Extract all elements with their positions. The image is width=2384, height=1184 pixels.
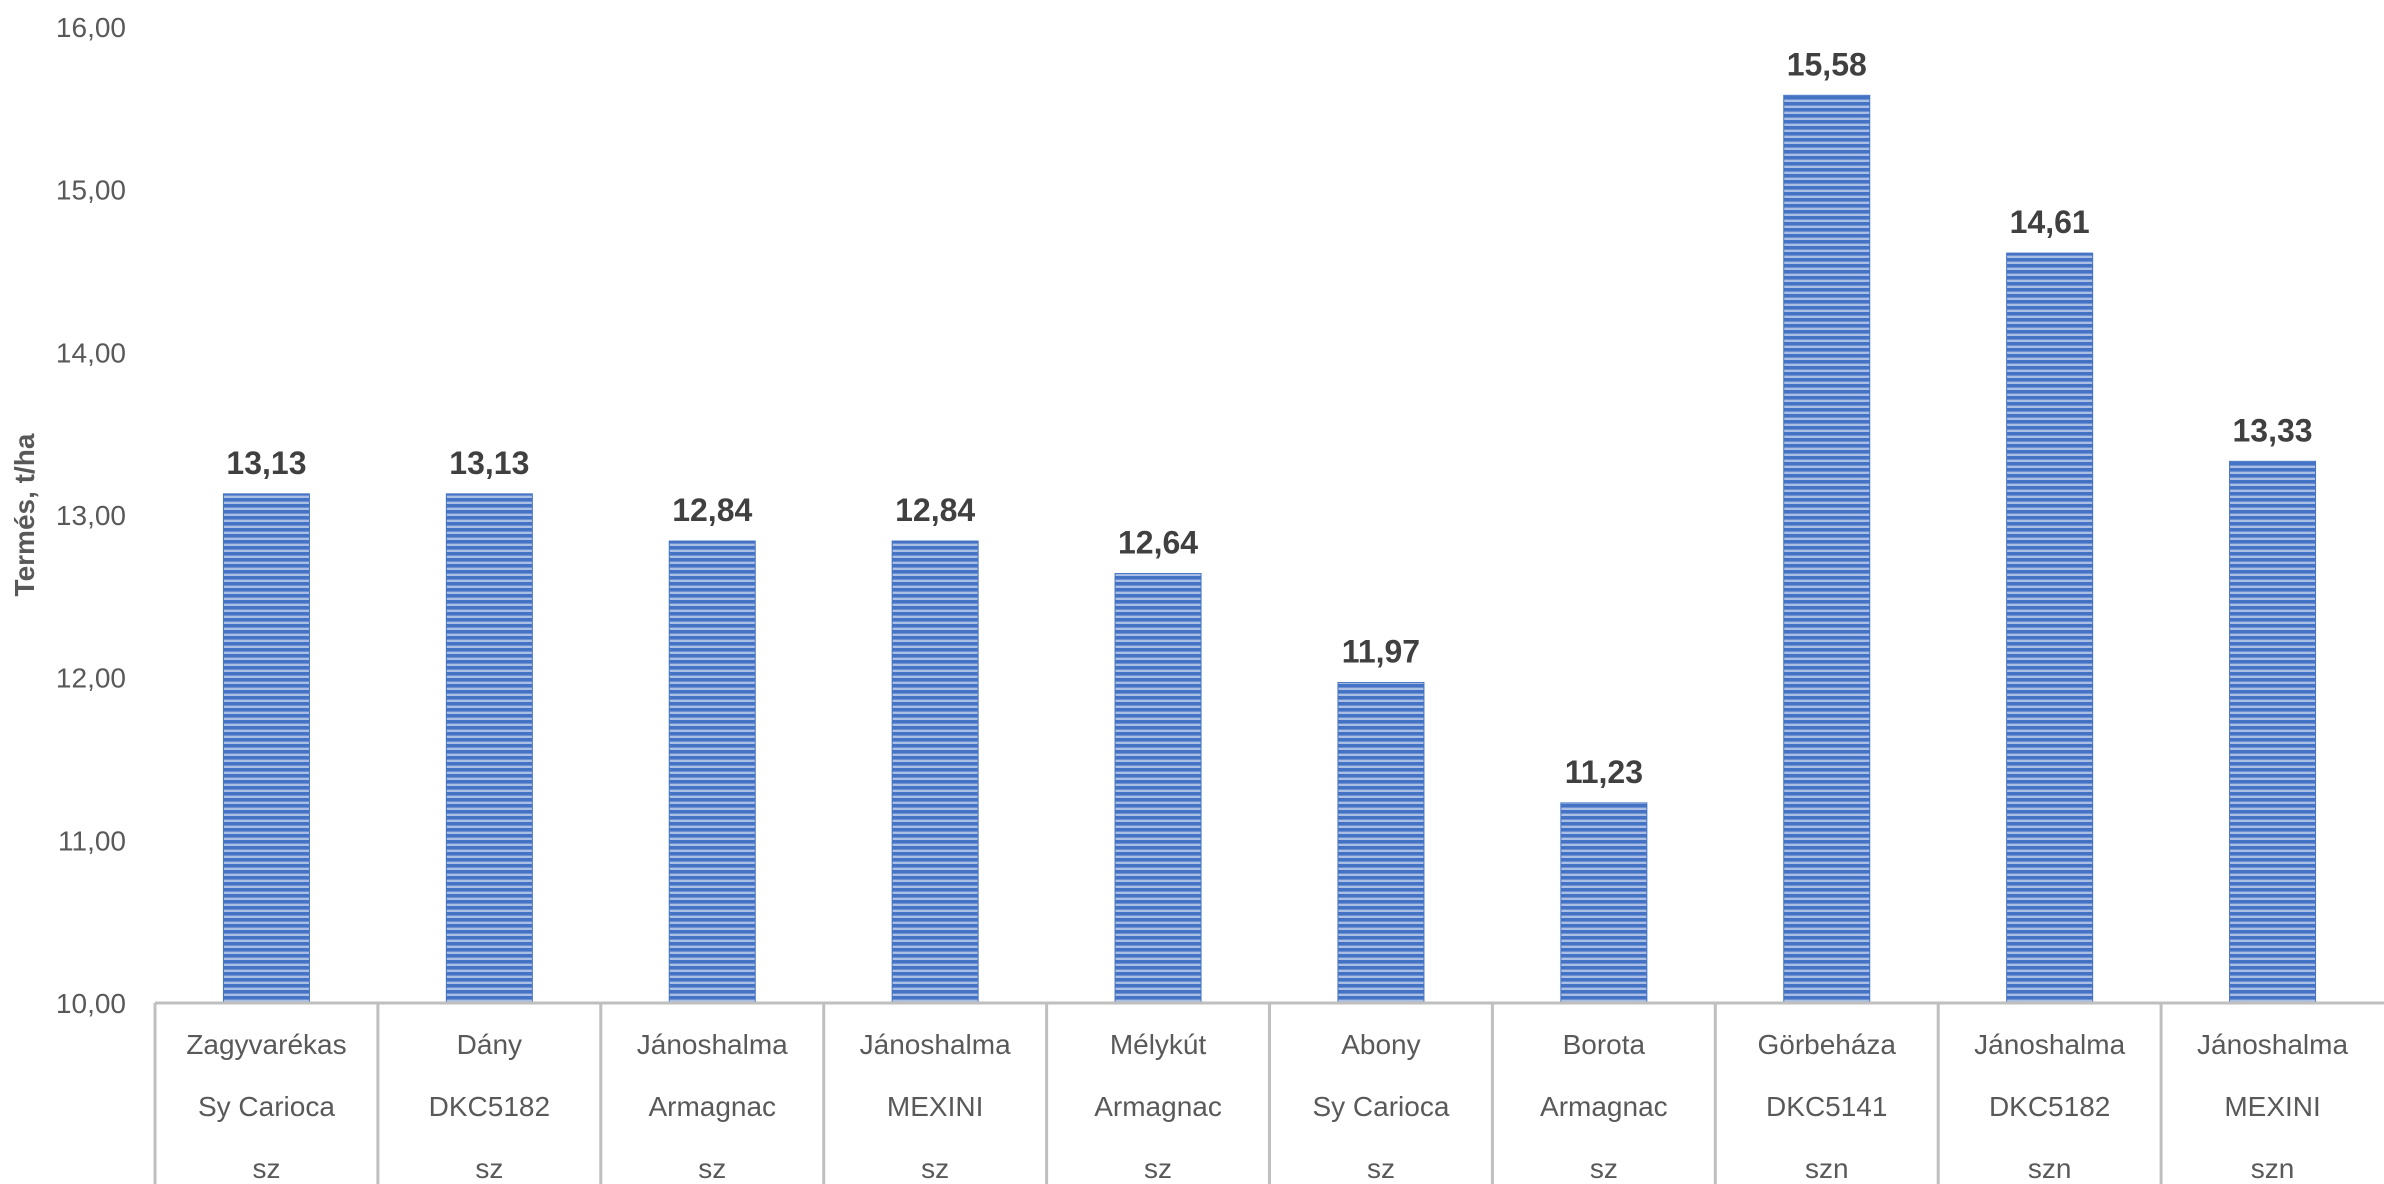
y-axis-title: Termés, t/ha xyxy=(9,433,40,596)
x-tick-label: Jánoshalma xyxy=(1974,1029,2125,1060)
x-tick-label: sz xyxy=(698,1153,726,1184)
data-label: 14,61 xyxy=(2010,204,2090,240)
y-tick-label: 13,00 xyxy=(56,500,126,531)
y-tick-label: 15,00 xyxy=(56,175,126,206)
data-label: 12,64 xyxy=(1118,525,1198,561)
x-tick-label: Abony xyxy=(1341,1029,1420,1060)
y-axis: 10,00 11,00 12,00 13,00 14,00 15,00 16,00 xyxy=(56,12,126,1019)
data-label: 11,97 xyxy=(1342,634,1420,670)
x-tick-label: Jánoshalma xyxy=(860,1029,1011,1060)
x-tick-label: sz xyxy=(1144,1153,1172,1184)
data-label: 13,13 xyxy=(226,445,306,481)
x-tick-label: Armagnac xyxy=(648,1091,776,1122)
x-tick-label: sz xyxy=(1590,1153,1618,1184)
x-tick-label: MEXINI xyxy=(2224,1091,2320,1122)
x-tick-label: Armagnac xyxy=(1094,1091,1222,1122)
bar xyxy=(1114,573,1202,1004)
bar xyxy=(222,493,310,1004)
bar xyxy=(891,540,979,1004)
x-tick-label: szn xyxy=(2028,1153,2072,1184)
data-label: 12,84 xyxy=(895,492,975,528)
data-label: 15,58 xyxy=(1787,46,1867,82)
x-tick-label: MEXINI xyxy=(887,1091,983,1122)
data-label: 11,23 xyxy=(1565,754,1643,790)
x-tick-label: Borota xyxy=(1563,1029,1646,1060)
x-tick-label: szn xyxy=(1805,1153,1849,1184)
x-tick-label: Görbeháza xyxy=(1757,1029,1896,1060)
x-tick-label: sz xyxy=(921,1153,949,1184)
data-label: 12,84 xyxy=(672,492,752,528)
x-tick-label: sz xyxy=(475,1153,503,1184)
x-tick-label: Sy Carioca xyxy=(198,1091,335,1122)
x-axis: Zagyvarékas Sy Carioca sz Dány DKC5182 sz Jáno… xyxy=(153,1001,2384,1184)
x-tick-label: Mélykút xyxy=(1110,1029,1207,1060)
x-tick-label: szn xyxy=(2251,1153,2295,1184)
bar xyxy=(1337,682,1425,1004)
x-tick-label: Zagyvarékas xyxy=(186,1029,346,1060)
x-tick-label: Dány xyxy=(457,1029,522,1060)
y-tick-label: 14,00 xyxy=(56,337,126,368)
x-tick-label: Jánoshalma xyxy=(637,1029,788,1060)
y-tick-label: 10,00 xyxy=(56,988,126,1019)
data-label: 13,13 xyxy=(449,445,529,481)
bar xyxy=(1560,802,1648,1004)
x-tick-label: Sy Carioca xyxy=(1312,1091,1449,1122)
bars: 13,13 13,13 12,84 12,84 12,64 11,97 11,23 15,58… xyxy=(222,46,2317,1004)
bar xyxy=(668,540,756,1004)
x-tick-label: DKC5182 xyxy=(429,1091,550,1122)
x-tick-label: Armagnac xyxy=(1540,1091,1668,1122)
bar xyxy=(445,493,533,1004)
x-tick-label: DKC5141 xyxy=(1766,1091,1887,1122)
y-tick-label: 16,00 xyxy=(56,12,126,43)
bar xyxy=(2006,252,2094,1004)
x-tick-label: DKC5182 xyxy=(1989,1091,2110,1122)
x-tick-label: sz xyxy=(1367,1153,1395,1184)
y-tick-label: 12,00 xyxy=(56,663,126,694)
x-tick-label: sz xyxy=(252,1153,280,1184)
bar xyxy=(1783,94,1871,1004)
bar xyxy=(2229,460,2317,1004)
x-tick-label: Jánoshalma xyxy=(2197,1029,2348,1060)
data-label: 13,33 xyxy=(2233,412,2313,448)
y-tick-label: 11,00 xyxy=(58,825,126,856)
